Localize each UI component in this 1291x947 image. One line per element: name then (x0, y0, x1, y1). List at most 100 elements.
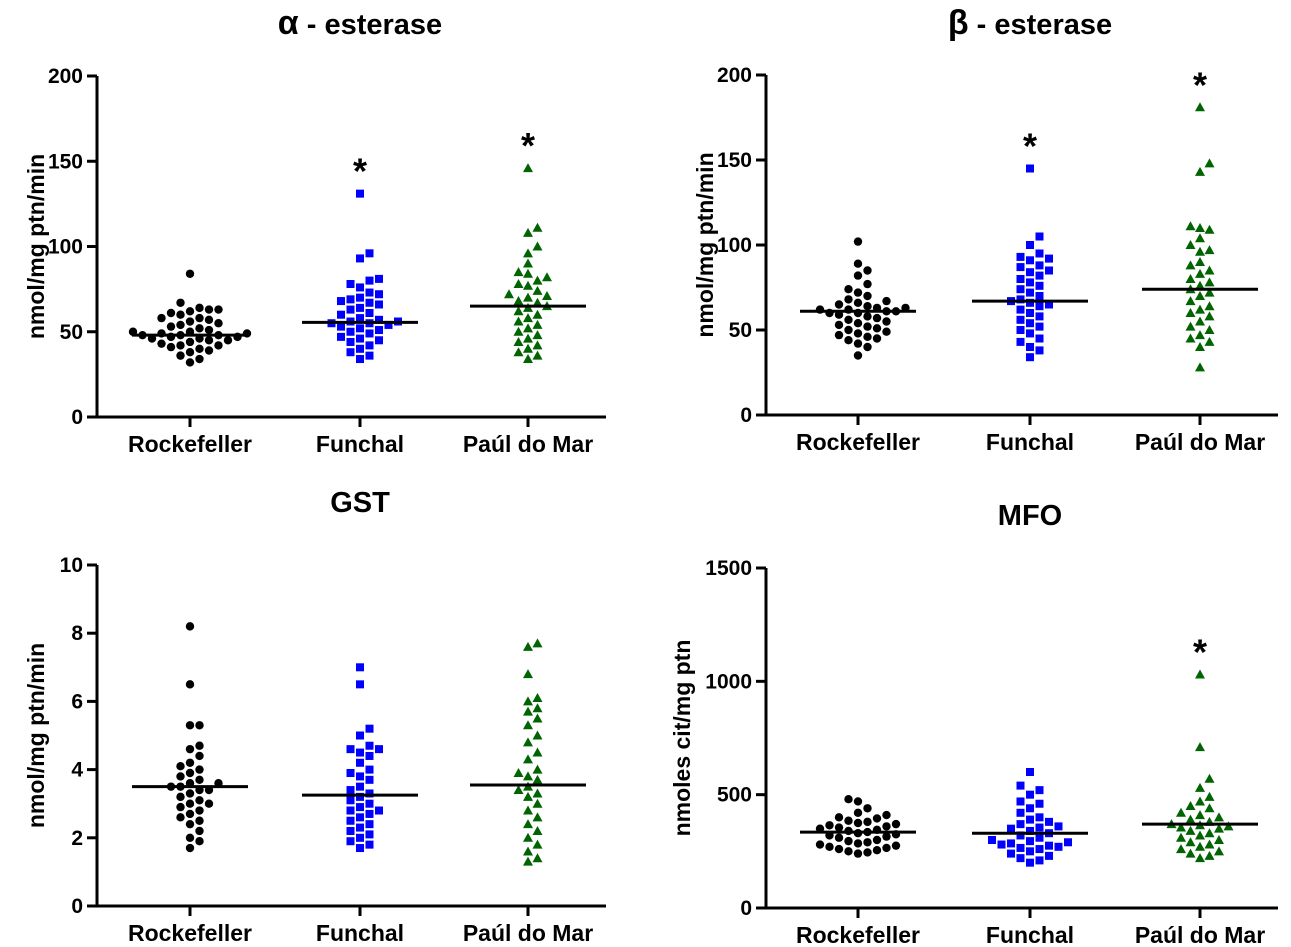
data-point (185, 269, 195, 278)
data-point (532, 764, 543, 774)
data-point (1026, 343, 1034, 351)
data-point (166, 342, 176, 352)
data-point (185, 744, 195, 754)
significance-star: * (1193, 64, 1207, 105)
data-point (513, 296, 524, 306)
data-point (1185, 296, 1196, 306)
data-point (375, 326, 383, 335)
data-point (1195, 102, 1205, 112)
data-point (185, 317, 195, 326)
y-tick-label: 500 (717, 784, 752, 807)
data-point (356, 663, 364, 672)
data-point (195, 775, 204, 785)
data-point (375, 315, 383, 324)
data-point (1016, 252, 1025, 261)
data-point (1204, 828, 1215, 838)
chart-title: β - esterase (948, 4, 1112, 42)
data-point (532, 275, 543, 285)
data-point (1035, 833, 1044, 842)
data-point (1204, 311, 1215, 321)
x-tick-label: Paúl do Mar (463, 920, 593, 946)
data-point (532, 330, 543, 340)
y-tick-label: 0 (71, 406, 83, 429)
data-point (532, 839, 543, 849)
data-point (872, 814, 882, 823)
data-point (166, 322, 176, 331)
data-point (853, 288, 863, 297)
data-point (1035, 261, 1044, 270)
data-point (1035, 292, 1044, 300)
data-point (1204, 245, 1215, 255)
data-point (523, 343, 533, 353)
data-point (356, 792, 364, 801)
data-point (1035, 786, 1044, 795)
data-point (365, 249, 374, 258)
data-point (532, 703, 543, 713)
data-point (532, 812, 543, 822)
data-point (523, 832, 533, 842)
data-point (1185, 801, 1196, 810)
data-point (1204, 224, 1215, 234)
y-tick-label: 50 (729, 319, 752, 342)
data-point (356, 303, 364, 312)
data-point (1195, 304, 1205, 314)
data-point (988, 836, 996, 844)
data-point (853, 808, 863, 817)
data-point (346, 295, 355, 304)
data-point (1016, 337, 1025, 346)
data-point (1026, 804, 1034, 813)
data-point (1026, 790, 1034, 799)
data-point (185, 809, 195, 819)
data-point (346, 305, 355, 314)
data-point (365, 820, 374, 829)
data-point (1195, 782, 1205, 792)
data-point (365, 809, 374, 818)
y-tick-label: 1500 (705, 557, 752, 580)
data-point (513, 347, 524, 357)
data-point (1045, 300, 1053, 309)
data-point (1195, 830, 1205, 840)
y-tick-label: 0 (740, 897, 752, 920)
data-point (882, 296, 891, 306)
data-point (523, 791, 533, 801)
y-axis-label: nmol/mg ptn/min (23, 643, 49, 828)
data-point (844, 325, 853, 335)
data-point (185, 307, 195, 316)
data-point (1007, 824, 1015, 833)
data-point (1045, 254, 1053, 263)
data-point (356, 833, 364, 842)
y-tick-label: 50 (60, 321, 83, 344)
data-point (1026, 826, 1034, 835)
data-point (844, 315, 853, 324)
significance-star: * (353, 151, 367, 192)
data-point (853, 818, 863, 828)
data-point (195, 796, 204, 805)
data-point (1195, 291, 1205, 300)
data-point (1195, 316, 1205, 326)
data-point (1016, 808, 1025, 817)
y-tick-label: 100 (717, 234, 752, 257)
data-point (1195, 669, 1205, 679)
y-tick-label: 1000 (705, 670, 752, 693)
data-point (1026, 164, 1034, 173)
data-point (356, 748, 364, 757)
data-point (356, 782, 364, 791)
data-point (337, 310, 345, 319)
data-point (356, 189, 364, 198)
data-point (513, 316, 524, 326)
data-point (1016, 285, 1025, 294)
data-point (882, 327, 891, 336)
data-point (1026, 847, 1034, 856)
data-point (176, 320, 185, 330)
data-point (834, 823, 844, 832)
data-point (1204, 773, 1215, 783)
data-point (365, 341, 374, 350)
data-point (844, 836, 853, 846)
data-point (337, 297, 345, 306)
data-point (532, 340, 543, 350)
data-point (882, 832, 891, 841)
data-point (844, 285, 853, 294)
data-point (375, 745, 383, 754)
data-point (513, 326, 524, 336)
data-point (204, 325, 214, 335)
